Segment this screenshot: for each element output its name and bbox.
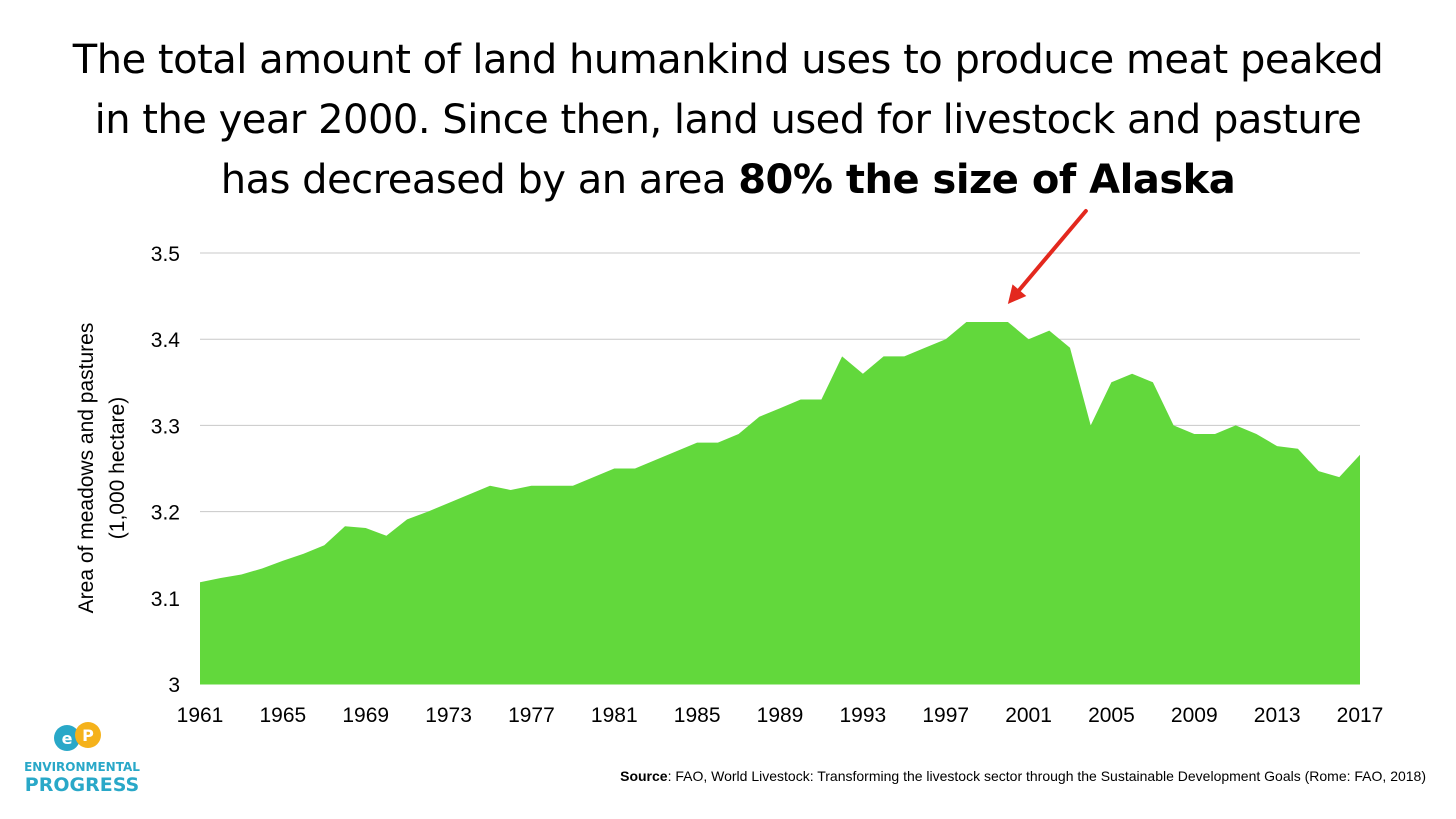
logo-e-letter: e	[62, 729, 73, 748]
source-note: Source: FAO, World Livestock: Transformi…	[620, 768, 1426, 784]
logo-left-circle	[54, 725, 80, 751]
arrow-shaft	[1013, 209, 1088, 296]
y-axis-ticks: 3 3.1 3.2 3.3 3.4 3.5	[151, 243, 181, 697]
environmental-progress-logo: e P ENVIRONMENTAL PROGRESS	[22, 718, 142, 798]
x-axis-ticks: 1961 1965 1969 1973 1977 1981 1985 1989 1993 1997…	[177, 704, 1384, 727]
headline-emphasis: 80% the size of Alaska	[738, 157, 1236, 203]
x-tick-label: 1981	[591, 704, 638, 727]
headline: The total amount of land humankind uses …	[40, 30, 1416, 210]
y-tick-label: 3.3	[151, 415, 180, 438]
x-tick-label: 1997	[922, 704, 969, 727]
logo-p-letter: P	[82, 726, 94, 745]
x-tick-label: 1961	[177, 704, 224, 727]
logo-wordmark: ENVIRONMENTAL PROGRESS	[22, 758, 142, 796]
y-tick-label: 3.1	[151, 588, 180, 611]
x-tick-label: 2013	[1254, 704, 1301, 727]
x-tick-label: 2001	[1005, 704, 1052, 727]
headline-line-2: in the year 2000. Since then, land used …	[94, 97, 1362, 143]
x-tick-label: 1977	[508, 704, 555, 727]
x-tick-label: 1969	[342, 704, 389, 727]
y-axis-title-line-1: Area of meadows and pastures	[75, 323, 98, 614]
peak-annotation-arrow	[1007, 209, 1088, 304]
source-label: Source	[620, 768, 668, 784]
y-tick-label: 3.4	[151, 329, 181, 352]
y-axis-title-line-2: (1,000 hectare)	[106, 397, 129, 539]
y-tick-label: 3.2	[151, 502, 180, 525]
area-series	[200, 322, 1360, 684]
headline-line-3: has decreased by an area 80% the size of…	[40, 150, 1416, 210]
x-tick-label: 1965	[259, 704, 306, 727]
logo-right-circle	[75, 722, 101, 748]
x-tick-label: 1993	[839, 704, 886, 727]
logo-monogram-icon: e P	[54, 722, 101, 751]
logo-line-2: PROGRESS	[24, 774, 140, 796]
source-text: : FAO, World Livestock: Transforming the…	[667, 768, 1426, 784]
headline-line-1: The total amount of land humankind uses …	[72, 37, 1384, 83]
y-axis-title: Area of meadows and pastures (1,000 hect…	[75, 323, 129, 614]
area-fill	[200, 322, 1360, 684]
arrow-head	[1007, 284, 1027, 304]
x-tick-label: 2005	[1088, 704, 1135, 727]
y-tick-label: 3.5	[151, 243, 180, 266]
x-tick-label: 1985	[674, 704, 721, 727]
x-tick-label: 1989	[757, 704, 804, 727]
y-tick-label: 3	[168, 674, 180, 697]
x-tick-label: 2017	[1337, 704, 1384, 727]
x-tick-label: 1973	[425, 704, 472, 727]
headline-line-3-text: has decreased by an area	[220, 157, 739, 203]
logo-line-1: ENVIRONMENTAL	[24, 760, 140, 774]
x-tick-label: 2009	[1171, 704, 1218, 727]
